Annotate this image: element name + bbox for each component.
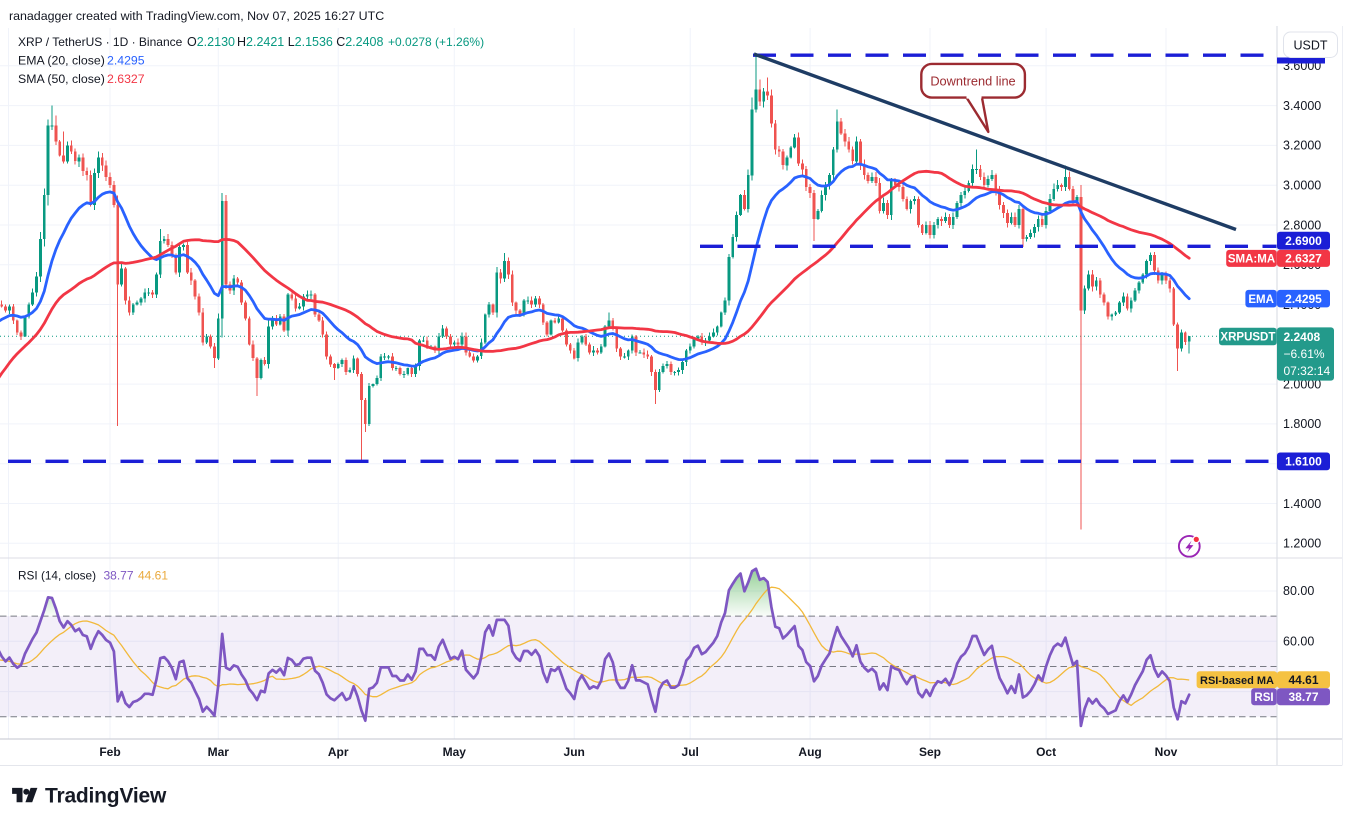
svg-text:Feb: Feb xyxy=(99,745,120,759)
svg-text:1.6100: 1.6100 xyxy=(1285,455,1322,469)
svg-text:H2.2421: H2.2421 xyxy=(237,35,284,49)
svg-text:3.0000: 3.0000 xyxy=(1283,179,1321,193)
svg-text:2.0000: 2.0000 xyxy=(1283,377,1321,391)
svg-text:Sep: Sep xyxy=(919,745,941,759)
svg-text:60.00: 60.00 xyxy=(1283,635,1314,649)
svg-text:−6.61%: −6.61% xyxy=(1284,347,1325,361)
svg-text:07:32:14: 07:32:14 xyxy=(1284,364,1331,378)
svg-text:2.4295: 2.4295 xyxy=(1285,292,1322,306)
svg-text:38.77: 38.77 xyxy=(1288,690,1318,704)
svg-text:44.61: 44.61 xyxy=(1288,673,1318,687)
svg-text:Jul: Jul xyxy=(682,745,699,759)
svg-text:1.4000: 1.4000 xyxy=(1283,497,1321,511)
svg-text:TradingView: TradingView xyxy=(45,785,167,808)
svg-text:SMA (50, close) 2.6327: SMA (50, close) 2.6327 xyxy=(18,72,145,86)
svg-text:1.8000: 1.8000 xyxy=(1283,417,1321,431)
svg-text:XRPUSDT: XRPUSDT xyxy=(1220,332,1275,344)
svg-text:RSI: RSI xyxy=(1254,692,1273,704)
svg-text:L2.1536: L2.1536 xyxy=(288,35,333,49)
svg-text:ranadagger created with Tradin: ranadagger created with TradingView.com,… xyxy=(9,9,384,23)
svg-text:RSI (14, close) 38.77 44.61: RSI (14, close) 38.77 44.61 xyxy=(18,569,168,583)
svg-text:Nov: Nov xyxy=(1155,745,1178,759)
svg-text:+0.0278 (+1.26%): +0.0278 (+1.26%) xyxy=(388,35,484,49)
svg-text:EMA (20, close) 2.4295: EMA (20, close) 2.4295 xyxy=(18,54,145,68)
svg-text:Mar: Mar xyxy=(208,745,230,759)
svg-text:O2.2130: O2.2130 xyxy=(187,35,235,49)
svg-text:2.6900: 2.6900 xyxy=(1285,234,1322,248)
svg-text:2.2408: 2.2408 xyxy=(1284,330,1321,344)
svg-text:2.6327: 2.6327 xyxy=(1285,252,1322,266)
svg-text:XRP / TetherUS · 1D · Binance: XRP / TetherUS · 1D · Binance xyxy=(18,35,183,49)
svg-text:Apr: Apr xyxy=(328,745,349,759)
svg-text:Downtrend line: Downtrend line xyxy=(930,74,1015,89)
svg-text:May: May xyxy=(443,745,467,759)
svg-text:USDT: USDT xyxy=(1293,39,1327,53)
svg-text:SMA:MA: SMA:MA xyxy=(1228,254,1275,266)
svg-text:Oct: Oct xyxy=(1036,745,1056,759)
svg-text:EMA: EMA xyxy=(1248,294,1274,306)
svg-text:2.8000: 2.8000 xyxy=(1283,218,1321,232)
svg-text:Aug: Aug xyxy=(798,745,821,759)
svg-text:C2.2408: C2.2408 xyxy=(336,35,383,49)
svg-text:3.4000: 3.4000 xyxy=(1283,99,1321,113)
svg-text:1.2000: 1.2000 xyxy=(1283,537,1321,551)
svg-text:80.00: 80.00 xyxy=(1283,584,1314,598)
svg-text:Jun: Jun xyxy=(564,745,585,759)
svg-text:3.2000: 3.2000 xyxy=(1283,139,1321,153)
svg-text:RSI-based MA: RSI-based MA xyxy=(1200,675,1274,687)
